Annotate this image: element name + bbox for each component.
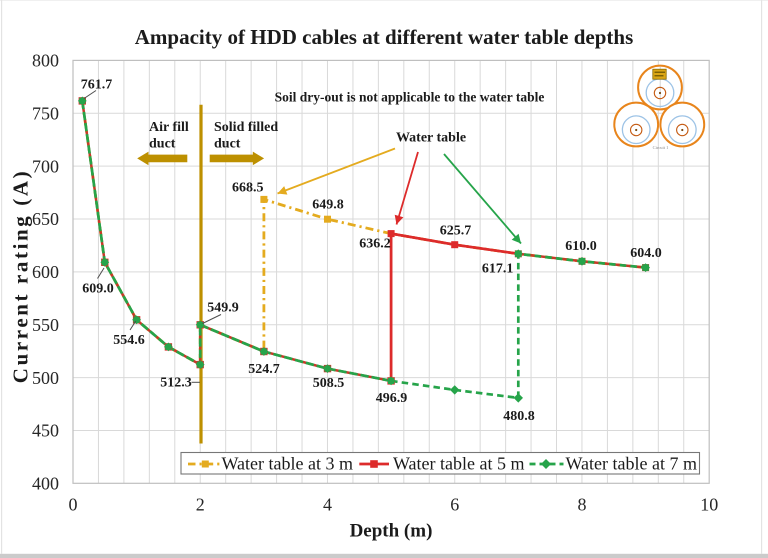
svg-text:Water table at 5 m: Water table at 5 m <box>393 454 525 474</box>
svg-text:6: 6 <box>450 495 459 515</box>
svg-text:Ampacity of HDD cables at diff: Ampacity of HDD cables at different wate… <box>135 25 634 49</box>
svg-text:508.5: 508.5 <box>313 376 345 391</box>
svg-text:duct: duct <box>149 137 176 152</box>
svg-text:617.1: 617.1 <box>482 262 514 277</box>
svg-text:604.0: 604.0 <box>630 246 662 261</box>
svg-text:Water table at 3 m: Water table at 3 m <box>222 454 354 474</box>
svg-text:554.6: 554.6 <box>113 333 145 348</box>
svg-text:650: 650 <box>32 209 59 229</box>
svg-text:700: 700 <box>32 156 59 176</box>
svg-text:549.9: 549.9 <box>207 300 239 315</box>
svg-text:609.0: 609.0 <box>82 282 114 297</box>
svg-text:800: 800 <box>32 51 59 71</box>
svg-text:668.5: 668.5 <box>232 181 264 196</box>
svg-text:512.3: 512.3 <box>160 376 192 391</box>
svg-text:500: 500 <box>32 368 59 388</box>
svg-text:Soil dry-out is not applicable: Soil dry-out is not applicable to the wa… <box>275 90 545 105</box>
svg-text:Circuit 1: Circuit 1 <box>653 145 669 150</box>
svg-text:Current rating (A): Current rating (A) <box>9 169 33 383</box>
svg-text:480.8: 480.8 <box>503 409 535 424</box>
svg-text:400: 400 <box>32 474 59 494</box>
svg-text:625.7: 625.7 <box>440 224 472 239</box>
svg-text:Depth (m): Depth (m) <box>350 521 433 542</box>
svg-text:761.7: 761.7 <box>81 78 113 93</box>
svg-text:duct: duct <box>214 137 241 152</box>
svg-text:550: 550 <box>32 315 59 335</box>
svg-text:450: 450 <box>32 421 59 441</box>
svg-text:750: 750 <box>32 104 59 124</box>
svg-text:2: 2 <box>196 495 205 515</box>
svg-text:8: 8 <box>578 495 587 515</box>
svg-text:Water table at 7 m: Water table at 7 m <box>566 454 698 474</box>
svg-text:0: 0 <box>69 495 78 515</box>
svg-text:524.7: 524.7 <box>248 362 280 377</box>
svg-text:Water table: Water table <box>396 130 466 145</box>
svg-text:649.8: 649.8 <box>312 198 344 213</box>
svg-text:600: 600 <box>32 262 59 282</box>
svg-text:4: 4 <box>323 495 332 515</box>
svg-text:636.2: 636.2 <box>359 236 391 251</box>
svg-text:496.9: 496.9 <box>376 391 408 406</box>
svg-text:Solid filled: Solid filled <box>214 120 278 135</box>
svg-text:610.0: 610.0 <box>565 239 597 254</box>
svg-text:Air fill: Air fill <box>149 120 189 135</box>
svg-text:10: 10 <box>700 495 718 515</box>
